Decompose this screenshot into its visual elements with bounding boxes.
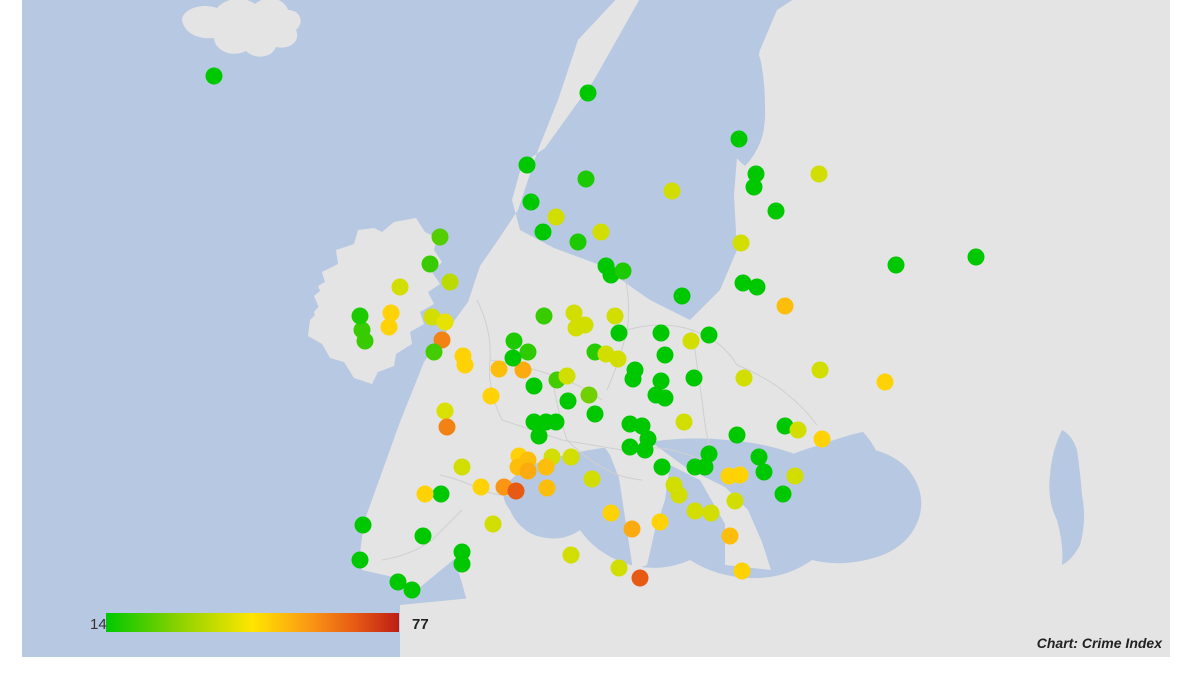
svg-text:77: 77: [412, 616, 429, 633]
svg-text:14: 14: [90, 616, 107, 633]
